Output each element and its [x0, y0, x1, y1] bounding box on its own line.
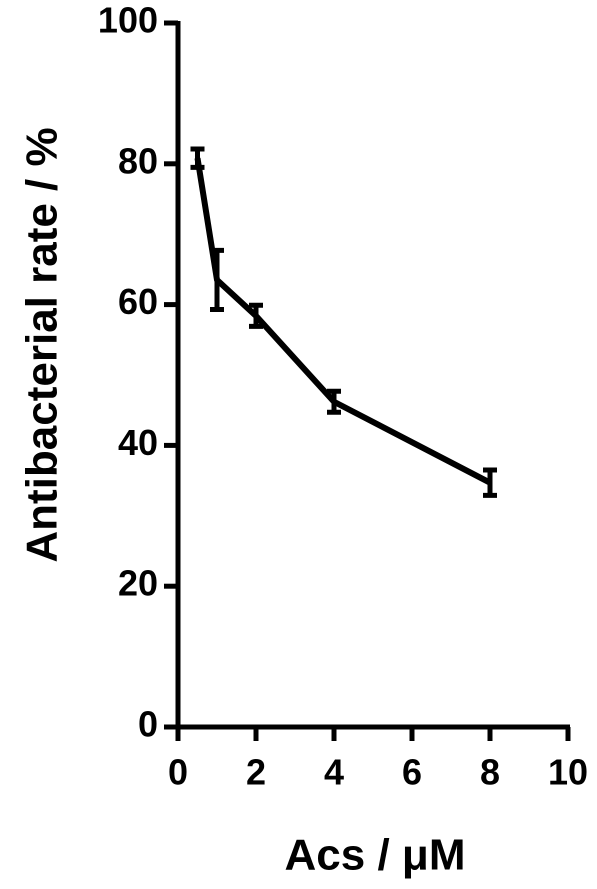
y-tick-label: 0: [138, 704, 158, 745]
data-line: [194, 157, 492, 486]
error-bar: [210, 247, 224, 313]
y-tick-label: 80: [118, 140, 158, 181]
x-tick-label: 6: [402, 752, 422, 793]
y-tick-label: 100: [98, 0, 158, 41]
error-bar: [249, 302, 263, 329]
x-tick-label: 2: [246, 752, 266, 793]
x-axis-title: Acs / μM: [285, 831, 466, 880]
error-bar: [327, 388, 341, 415]
y-tick-label: 20: [118, 563, 158, 604]
y-tick-label: 40: [118, 422, 158, 463]
x-tick-label: 4: [324, 752, 344, 793]
y-tick-label: 60: [118, 281, 158, 322]
x-tick-label: 8: [480, 752, 500, 793]
x-tick-label: 0: [168, 752, 188, 793]
error-bar: [190, 146, 205, 170]
x-tick-label: 10: [548, 752, 588, 793]
y-axis-title: Antibacterial rate / %: [18, 127, 67, 562]
error-bar: [483, 467, 497, 498]
